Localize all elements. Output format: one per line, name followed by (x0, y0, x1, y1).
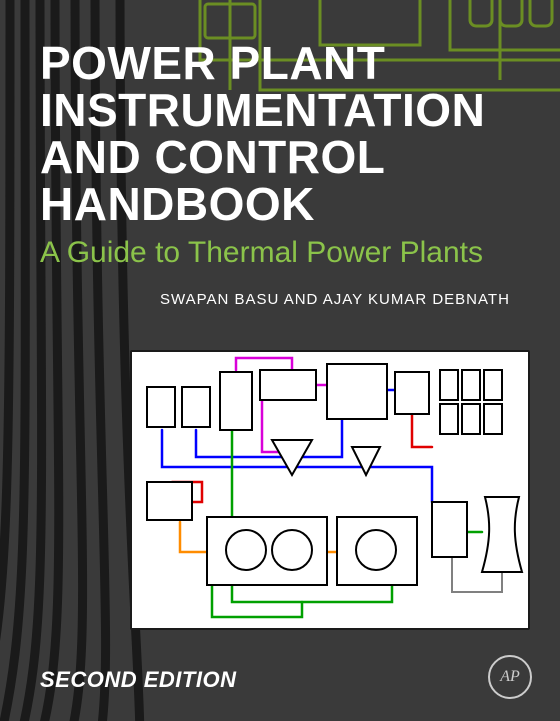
book-title: POWER PLANT INSTRUMENTATION AND CONTROL … (40, 40, 520, 228)
publisher-glyph: AP (500, 668, 520, 686)
plant-diagram-inset (130, 350, 530, 630)
title-block: POWER PLANT INSTRUMENTATION AND CONTROL … (40, 40, 520, 308)
book-cover: POWER PLANT INSTRUMENTATION AND CONTROL … (0, 0, 560, 721)
edition-label: SECOND EDITION (40, 667, 236, 693)
book-subtitle: A Guide to Thermal Power Plants (40, 236, 520, 269)
book-authors: SWAPAN BASU AND AJAY KUMAR DEBNATH (40, 291, 520, 308)
publisher-logo: AP (488, 655, 532, 699)
